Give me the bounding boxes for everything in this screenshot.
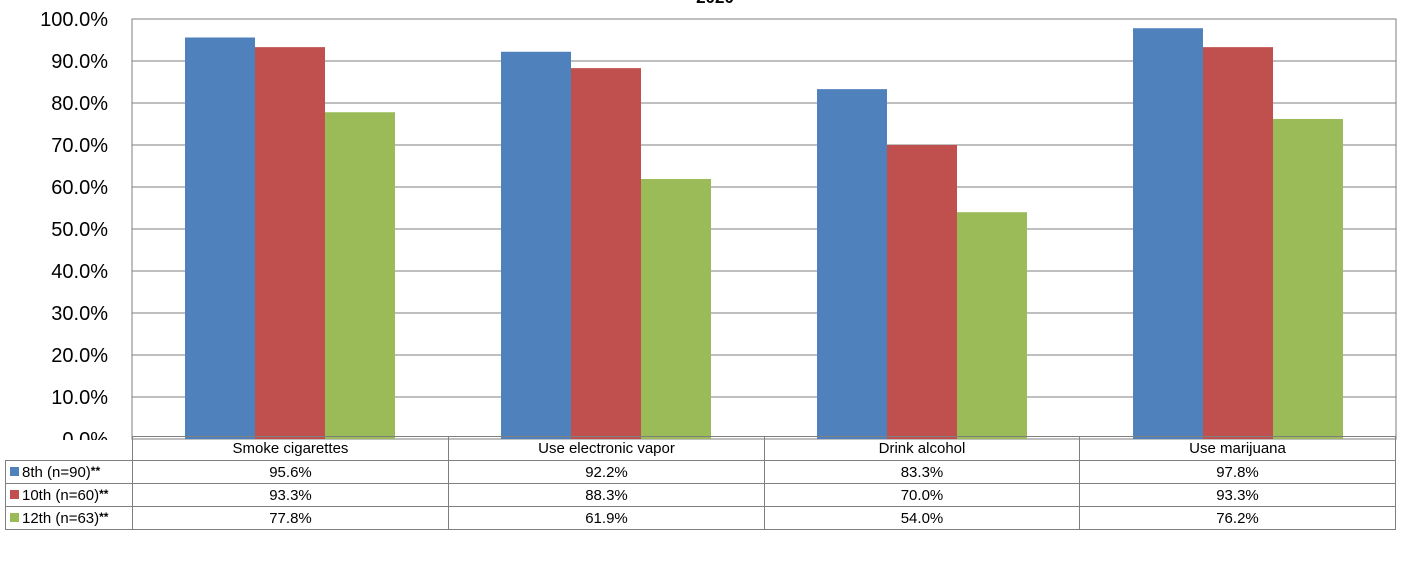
data-label: 93.3% [132, 483, 449, 507]
y-tick-label: 20.0% [51, 345, 108, 367]
y-tick-label: 40.0% [51, 261, 108, 283]
bar [255, 47, 325, 439]
significance-marker: ** [90, 463, 101, 478]
table-row: 12th (n=63)** 77.8% 61.9% 54.0% 76.2% [5, 506, 1396, 530]
y-tick-label: 50.0% [51, 219, 108, 241]
series-name: 10th (n=60) [22, 486, 100, 504]
bar [641, 179, 711, 439]
y-tick-label: 80.0% [51, 93, 108, 115]
series-name: 12th (n=63) [22, 509, 100, 527]
series-name: 8th (n=90) [22, 463, 91, 481]
data-label: 70.0% [764, 483, 1080, 507]
bar [957, 212, 1027, 439]
legend-swatch [10, 490, 19, 500]
data-label: 95.6% [132, 460, 449, 484]
data-label: 93.3% [1079, 483, 1396, 507]
bar [501, 51, 571, 439]
data-label: 83.3% [764, 460, 1080, 484]
bar [1203, 47, 1273, 439]
y-tick-label: 30.0% [51, 303, 108, 325]
category-label: Use marijuana [1079, 436, 1396, 461]
data-label: 54.0% [764, 506, 1080, 530]
category-label: Drink alcohol [764, 436, 1080, 461]
y-tick-label: 10.0% [51, 387, 108, 409]
category-label: Use electronic vapor [448, 436, 765, 461]
table-corner [5, 436, 133, 461]
bar [887, 145, 957, 439]
bar-chart-plot: 0.0% 10.0% 20.0% 30.0% 40.0% 50.0% 60.0% 70.0% 8… [40, 9, 1397, 440]
table-row: 8th (n=90)** 95.6% 92.2% 83.3% 97.8% [5, 460, 1396, 484]
data-label: 76.2% [1079, 506, 1396, 530]
significance-marker: ** [99, 509, 109, 524]
bar [185, 37, 255, 439]
y-tick-label: 60.0% [51, 177, 108, 199]
category-label: Smoke cigarettes [132, 436, 449, 461]
bar [817, 89, 887, 439]
y-tick-label: 0.0% [62, 429, 108, 440]
y-tick-label: 100.0% [40, 9, 108, 31]
data-label: 88.3% [448, 483, 765, 507]
table-row: 10th (n=60)** 93.3% 88.3% 70.0% 93.3% [5, 483, 1396, 507]
series-legend-label: 12th (n=63)** [5, 506, 133, 530]
bar [571, 68, 641, 439]
legend-swatch [10, 467, 19, 477]
bar [1273, 118, 1343, 440]
series-legend-label: 8th (n=90)** [5, 460, 133, 484]
y-tick-label: 90.0% [51, 51, 108, 73]
bar [325, 112, 395, 440]
data-label: 61.9% [448, 506, 765, 530]
data-label: 92.2% [448, 460, 765, 484]
data-label: 97.8% [1079, 460, 1396, 484]
series-legend-label: 10th (n=60)** [5, 483, 133, 507]
data-table: Smoke cigarettes Use electronic vapor Drin… [5, 436, 1396, 530]
y-tick-label: 70.0% [51, 135, 108, 157]
significance-marker: ** [99, 486, 109, 501]
data-label: 77.8% [132, 506, 449, 530]
bar [1133, 28, 1203, 440]
chart-title: 2020 [665, 0, 765, 8]
legend-swatch [10, 513, 19, 523]
